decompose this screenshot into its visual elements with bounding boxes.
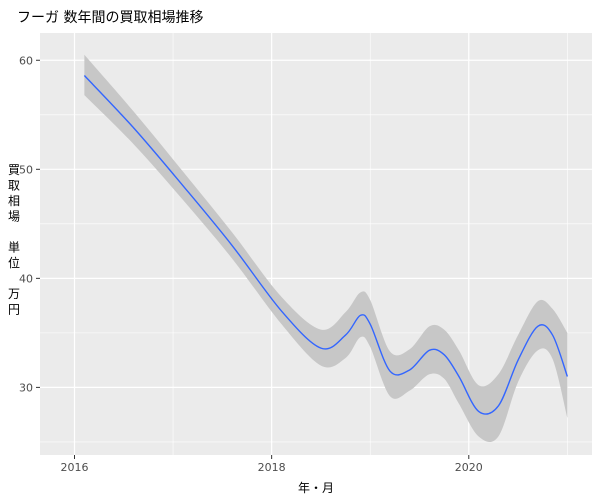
- y-tick-label: 40: [19, 272, 33, 285]
- y-axis-title-char: 取: [8, 179, 20, 193]
- chart-title: フーガ 数年間の買取相場推移: [17, 10, 203, 26]
- y-axis-title-char: 位: [8, 255, 20, 270]
- y-axis-title-char: 単: [8, 241, 20, 255]
- y-tick-label: 50: [19, 163, 33, 176]
- x-axis-title: 年・月: [298, 481, 334, 495]
- y-axis-title-char: 買: [8, 163, 20, 177]
- x-tick-label: 2020: [455, 461, 483, 474]
- y-axis-title-char: 場: [8, 210, 20, 224]
- x-tick-label: 2018: [258, 461, 286, 474]
- y-axis-title-char: 円: [8, 303, 20, 317]
- y-axis-title-char: 万: [8, 287, 20, 301]
- confidence-band: [84, 54, 568, 442]
- trend-line: [83, 75, 569, 415]
- y-axis-title-char: 相: [8, 194, 20, 208]
- y-tick-label: 30: [19, 381, 33, 394]
- grid: [40, 33, 592, 455]
- y-axis: 30 40 50 60: [19, 54, 40, 394]
- y-tick-label: 60: [19, 54, 33, 67]
- x-axis: 2016 2018 2020: [61, 455, 483, 474]
- x-tick-label: 2016: [61, 461, 89, 474]
